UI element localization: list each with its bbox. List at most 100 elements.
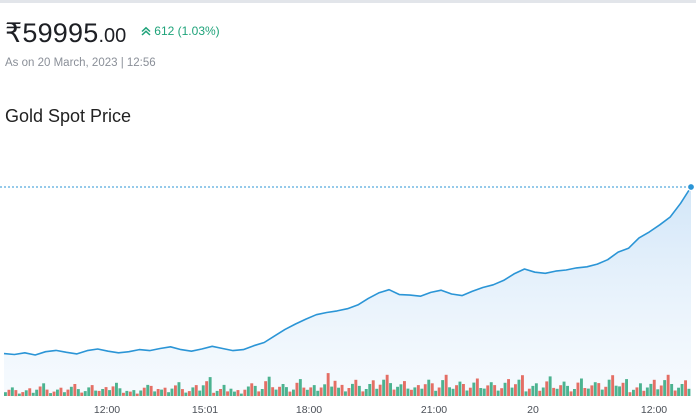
- volume-bar: [521, 375, 524, 397]
- volume-bar: [500, 388, 504, 396]
- price-change: 612 (1.03%): [141, 24, 220, 38]
- volume-bar: [149, 385, 153, 396]
- volume-bar: [326, 373, 330, 396]
- volume-bar: [97, 390, 101, 396]
- volume-bar: [246, 386, 250, 396]
- volume-bar: [389, 383, 392, 396]
- volume-bar: [181, 389, 184, 397]
- volume-bar: [208, 377, 212, 396]
- volume-bar: [132, 390, 136, 397]
- volume-bar: [687, 388, 691, 396]
- volume-bar: [243, 389, 247, 396]
- x-tick-label: 18:00: [296, 404, 322, 416]
- volume-bar: [125, 390, 129, 396]
- volume-bar: [392, 389, 396, 396]
- volume-bar: [493, 385, 497, 396]
- volume-bar: [555, 388, 559, 396]
- volume-bar: [288, 391, 292, 396]
- volume-bar: [215, 390, 219, 396]
- volume-bar: [375, 388, 379, 396]
- volume-bar: [264, 381, 268, 396]
- volume-bar: [458, 381, 462, 396]
- volume-bar: [90, 385, 94, 396]
- volume-bar: [111, 386, 115, 396]
- volume-bar: [639, 383, 642, 397]
- volume-bar: [677, 387, 680, 396]
- volume-bar: [632, 389, 635, 396]
- volume-bar: [448, 387, 451, 397]
- volume-bar: [527, 388, 531, 396]
- volume-bar: [118, 388, 122, 396]
- volume-bar: [559, 385, 563, 396]
- volume-bar: [545, 381, 549, 396]
- volume-bar: [253, 385, 257, 396]
- volume-bar: [597, 383, 601, 396]
- volume-bar: [684, 380, 687, 396]
- chart-title: Gold Spot Price: [5, 106, 132, 126]
- volume-bar: [312, 385, 316, 396]
- volume-bar: [364, 389, 368, 396]
- volume-bar: [198, 390, 202, 396]
- volume-bar: [413, 387, 417, 396]
- volume-bar: [229, 388, 233, 396]
- volume-bar: [444, 374, 448, 397]
- double-chevron-up-icon: [141, 26, 151, 36]
- volume-bar: [187, 391, 191, 396]
- volume-bar: [351, 383, 354, 396]
- volume-bar: [142, 387, 146, 396]
- volume-bar: [14, 390, 18, 397]
- volume-bar: [649, 383, 653, 396]
- volume-bar: [635, 387, 639, 396]
- volume-bar: [285, 387, 288, 396]
- volume-bar: [101, 389, 105, 396]
- volume-bar: [66, 389, 70, 396]
- volume-bar: [645, 387, 649, 396]
- volume-bar: [292, 389, 295, 396]
- price-decimal: .00: [98, 25, 127, 47]
- volume-bar: [663, 380, 667, 396]
- volume-bar: [586, 388, 590, 396]
- volume-bar: [441, 380, 445, 396]
- volume-bar: [666, 374, 670, 397]
- volume-bar: [462, 384, 465, 396]
- volume-bar: [156, 389, 160, 396]
- volume-bar: [514, 384, 517, 396]
- volume-bar: [416, 385, 420, 396]
- volume-bar: [146, 384, 150, 396]
- volume-bar: [621, 382, 625, 396]
- volume-bar: [42, 383, 46, 397]
- volume-bar: [538, 390, 542, 397]
- volume-bar: [403, 381, 406, 396]
- volume-bar: [406, 388, 410, 396]
- volume-bar: [24, 390, 28, 396]
- volume-bar: [7, 389, 11, 396]
- last-price-marker[interactable]: [686, 182, 696, 192]
- volume-bar: [323, 384, 327, 396]
- volume-bar: [236, 390, 240, 397]
- volume-bar: [600, 389, 604, 396]
- volume-bar: [371, 380, 375, 396]
- volume-bar: [455, 385, 458, 396]
- volume-bar: [257, 391, 261, 396]
- volume-bar: [28, 388, 32, 396]
- volume-bar: [510, 387, 514, 396]
- volume-bar: [167, 392, 170, 396]
- volume-bar: [451, 388, 455, 396]
- volume-bar: [340, 384, 344, 396]
- volume-bar: [250, 383, 254, 397]
- volume-bar: [160, 389, 163, 396]
- volume-bar: [437, 387, 441, 396]
- volume-bar: [222, 384, 226, 396]
- volume-bar: [489, 382, 493, 396]
- volume-bar: [170, 388, 174, 396]
- volume-bar: [115, 382, 118, 396]
- volume-bar: [226, 391, 229, 396]
- volume-bar: [333, 380, 337, 396]
- price-chart[interactable]: 12:00 15:01 18:00 21:00 20 12:00: [0, 140, 696, 418]
- volume-bar: [59, 387, 63, 396]
- volume-bar: [56, 389, 59, 396]
- volume-bar: [260, 389, 264, 396]
- volume-bar: [305, 389, 309, 396]
- volume-bar: [191, 387, 195, 396]
- volume-bar: [69, 386, 73, 396]
